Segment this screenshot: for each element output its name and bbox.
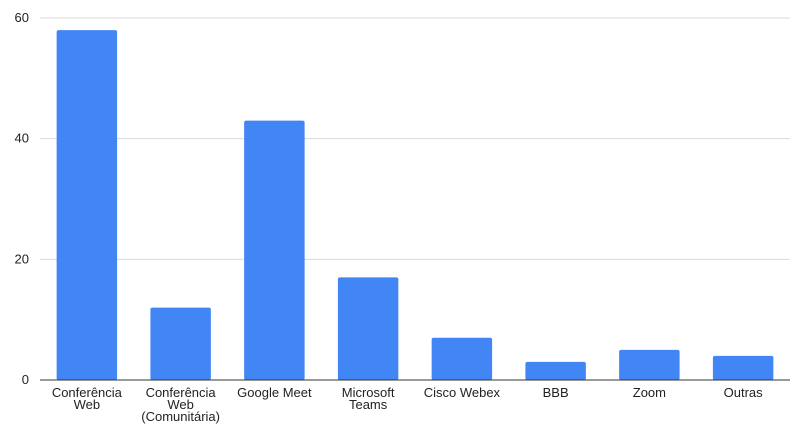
- x-category-label-line: Teams: [349, 397, 388, 412]
- y-tick-label: 0: [22, 372, 29, 387]
- y-tick-label: 20: [15, 251, 29, 266]
- bar: [337, 277, 399, 380]
- x-category-label-line: BBB: [543, 385, 569, 400]
- x-category-label: Google Meet: [237, 385, 312, 400]
- x-category-label-line: Outras: [724, 385, 764, 400]
- bars: [56, 30, 774, 381]
- x-category-label-line: Conferência: [52, 385, 123, 400]
- y-tick-label: 60: [15, 10, 29, 25]
- x-category-label-line: Microsoft: [342, 385, 395, 400]
- y-tick-label: 40: [15, 131, 29, 146]
- x-category-label-line: Cisco Webex: [424, 385, 501, 400]
- x-category-label: Conferência Web (Comunitária): [141, 385, 220, 424]
- x-category-label-line: Google Meet: [237, 385, 312, 400]
- x-category-label: BBB: [543, 385, 569, 400]
- x-category-label: Zoom: [633, 385, 666, 400]
- bar: [712, 355, 774, 380]
- bar: [431, 337, 493, 380]
- bar: [56, 30, 118, 381]
- x-category-label-line: (Comunitária): [141, 409, 220, 424]
- x-category-label-line: Zoom: [633, 385, 666, 400]
- bar: [619, 349, 680, 380]
- bar: [150, 307, 211, 380]
- x-category-label-line: Web: [167, 397, 194, 412]
- x-category-label-line: Web: [74, 397, 101, 412]
- x-category-label: Microsoft Teams: [342, 385, 395, 412]
- bar: [525, 361, 586, 380]
- gridlines: [40, 17, 790, 260]
- y-axis-tick-labels: 0 20 40 60: [15, 10, 29, 387]
- x-category-label: Cisco Webex: [424, 385, 501, 400]
- bar: [244, 120, 305, 381]
- x-category-label: Outras: [724, 385, 764, 400]
- x-category-label: Conferência Web: [52, 385, 123, 412]
- x-category-label-line: Conferência: [146, 385, 217, 400]
